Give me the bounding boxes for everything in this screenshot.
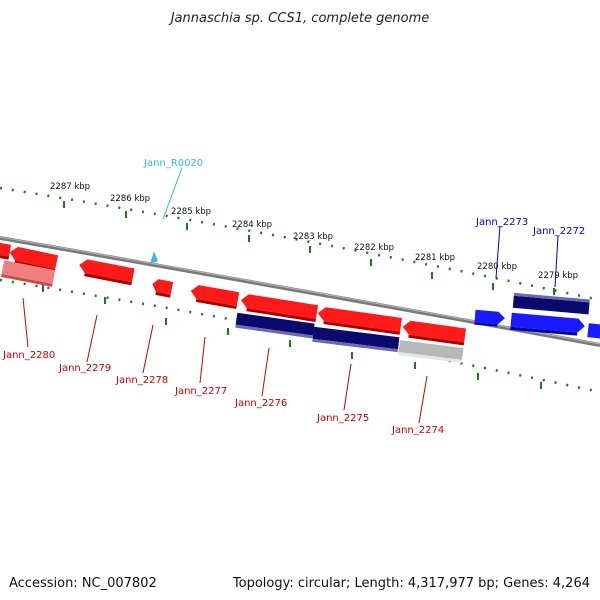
leader-line (199, 336, 206, 384)
gene-Jann_2274[interactable] (401, 320, 467, 346)
gene-labels: Jann_R0020 Jann_2273 Jann_2272 Jann_2280… (2, 158, 585, 436)
scale-label: 2281 kbp (415, 253, 455, 263)
scale-label: 2282 kbp (354, 243, 394, 253)
leader-line (343, 363, 352, 411)
gene-label-Jann_2277[interactable]: Jann_2277 (174, 386, 227, 397)
gene-label-Jann_2272[interactable]: Jann_2272 (532, 226, 585, 237)
upper-major-ticks (63, 201, 555, 295)
reverse-strand-genes (0, 241, 467, 346)
scale-label: 2286 kbp (110, 194, 150, 204)
gene-label-Jann_2275[interactable]: Jann_2275 (316, 413, 369, 424)
scale-labels: 2287 kbp 2286 kbp 2285 kbp 2284 kbp 2283… (50, 182, 578, 281)
gene-Jann_2281[interactable] (0, 241, 12, 260)
rna-marker-Jann_R0020[interactable] (150, 251, 158, 264)
leader-line (162, 167, 183, 220)
gene-Jann_2271[interactable] (587, 323, 600, 340)
accession-text: Accession: NC_007802 (9, 576, 157, 591)
leader-line (142, 324, 154, 374)
gene-label-Jann_2276[interactable]: Jann_2276 (234, 398, 287, 409)
gene-label-Jann_2274[interactable]: Jann_2274 (391, 425, 444, 436)
lower-scale-track (0, 278, 600, 394)
gene-label-Jann_2273[interactable]: Jann_2273 (475, 217, 528, 228)
leader-lines (22, 167, 559, 424)
leader-line (86, 314, 98, 363)
gene-Jann_2276[interactable] (239, 293, 319, 323)
scale-label: 2287 kbp (50, 182, 90, 192)
gene-Jann_2278[interactable] (150, 278, 174, 298)
gene-Jann_2273[interactable] (474, 309, 505, 328)
upper-scale-track (0, 186, 600, 302)
scale-label: 2284 kbp (232, 220, 272, 230)
leader-line (261, 347, 270, 397)
gene-label-Jann_2280[interactable]: Jann_2280 (2, 350, 55, 361)
gene-label-Jann_2278[interactable]: Jann_2278 (115, 375, 168, 386)
cds-track (235, 312, 464, 363)
forward-strand-genes (474, 292, 600, 340)
leader-line (22, 297, 29, 348)
gene-Jann_2280-faded[interactable] (0, 260, 56, 287)
gene-label-Jann_2279[interactable]: Jann_2279 (58, 363, 111, 374)
cds-Jann_2276[interactable] (235, 312, 315, 339)
cds-Jann_2272[interactable] (512, 292, 590, 315)
lower-major-ticks (42, 285, 542, 389)
leader-line (418, 375, 428, 424)
gene-label-Jann_R0020[interactable]: Jann_R0020 (143, 158, 203, 169)
scale-label: 2285 kbp (171, 207, 211, 217)
leader-line (495, 225, 501, 279)
genome-title: Jannaschia sp. CCS1, complete genome (168, 11, 430, 26)
gene-Jann_2277[interactable] (189, 284, 240, 310)
genome-summary-text: Topology: circular; Length: 4,317,977 bp… (232, 576, 590, 591)
cds-Jann_2275[interactable] (312, 326, 400, 353)
gene-Jann_2275[interactable] (316, 306, 402, 335)
pseudo-Jann_2274[interactable] (398, 340, 464, 363)
scale-label: 2279 kbp (538, 271, 578, 281)
scale-label: 2283 kbp (293, 232, 333, 242)
gene-Jann_2272[interactable] (510, 312, 585, 336)
leader-line (554, 235, 559, 288)
gene-Jann_2279[interactable] (77, 258, 135, 286)
